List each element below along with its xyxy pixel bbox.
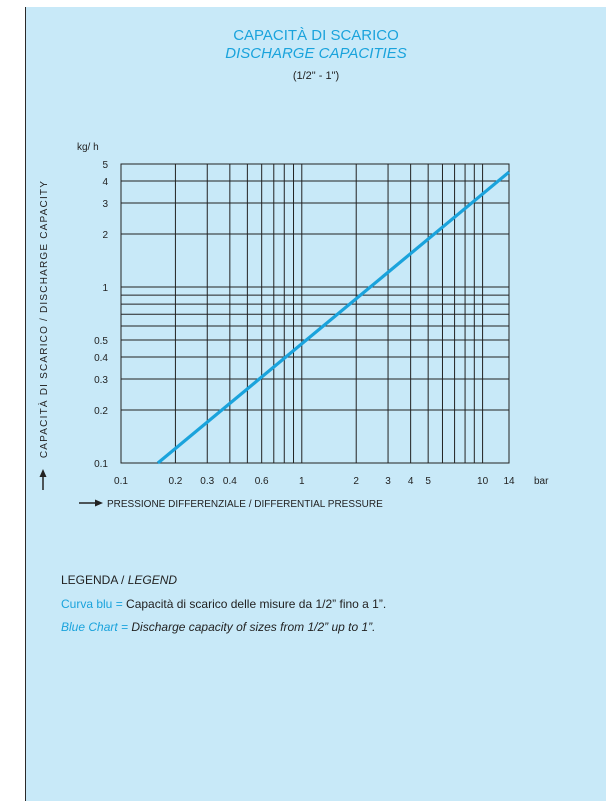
series-layer [156, 170, 511, 465]
y-tick-label: 0.4 [94, 353, 108, 364]
y-tick-label: 3 [102, 199, 108, 210]
x-tick-label: 5 [425, 476, 431, 487]
series-line-curva-blu [156, 170, 511, 465]
x-tick-label: 2 [353, 476, 359, 487]
y-tick-labels: 0.1 0.2 0.3 0.4 0.5 1 2 3 4 5 [94, 160, 108, 470]
y-tick-label: 0.1 [94, 459, 108, 470]
chart-title-it: CAPACITÀ DI SCARICO [233, 27, 399, 44]
x-tick-label: 10 [477, 476, 489, 487]
y-axis-arrow-icon [39, 469, 47, 490]
legend-row2-sep: = [117, 620, 132, 634]
y-tick-label: 0.5 [94, 336, 108, 347]
legend-row-it: Curva blu = Capacità di scarico delle mi… [61, 597, 386, 611]
chart-grid [120, 163, 510, 464]
x-tick-label: 4 [408, 476, 414, 487]
plot-frame [120, 163, 510, 464]
y-tick-label: 5 [102, 160, 108, 171]
discharge-capacity-chart: 0.1 0.2 0.3 0.4 0.6 1 2 3 4 5 10 14 0.10.20.30.40.5… [37, 142, 549, 510]
x-tick-label: 14 [503, 476, 515, 487]
x-tick-label: 0.6 [255, 476, 269, 487]
x-axis-arrow-icon [79, 499, 103, 507]
x-tick-label: 0.4 [223, 476, 237, 487]
x-tick-label: 0.3 [200, 476, 214, 487]
x-tick-labels: 0.1 0.2 0.3 0.4 0.6 1 2 3 4 5 10 14 [114, 476, 515, 487]
x-tick-label: 1 [299, 476, 305, 487]
y-tick-label: 0.3 [94, 375, 108, 386]
x-tick-label: 3 [385, 476, 391, 487]
x-axis-label: PRESSIONE DIFFERENZIALE / DIFFERENTIAL P… [107, 499, 383, 510]
legend-row1-sep: = [112, 597, 127, 611]
y-tick-label: 2 [102, 230, 108, 241]
legend-title: LEGENDA / LEGEND [61, 573, 386, 587]
legend: LEGENDA / LEGEND Curva blu = Capacità di… [61, 573, 386, 643]
x-tick-label: 0.1 [114, 476, 128, 487]
x-unit-label: bar [534, 476, 549, 487]
chart-title-en: DISCHARGE CAPACITIES [225, 45, 407, 62]
legend-row1-text: Capacità di scarico delle misure da 1/2”… [126, 597, 387, 611]
y-tick-label: 1 [102, 283, 108, 294]
legend-row2-text: Discharge capacity of sizes from 1/2” up… [131, 620, 376, 634]
y-unit-label: kg/ h [77, 142, 99, 153]
legend-row-en: Blue Chart = Discharge capacity of sizes… [61, 620, 386, 634]
y-tick-label: 4 [102, 177, 108, 188]
legend-title-en: LEGEND [127, 573, 178, 587]
chart-panel: CAPACITÀ DI SCARICO DISCHARGE CAPACITIES… [25, 7, 606, 801]
y-axis-label: CAPACITÀ DI SCARICO / DISCHARGE CAPACITY [37, 180, 50, 458]
legend-row2-label: Blue Chart [61, 620, 118, 634]
legend-title-it: LEGENDA / [61, 573, 128, 587]
size-range-label: (1/2" - 1") [292, 70, 340, 82]
y-tick-label: 0.2 [94, 406, 108, 417]
x-tick-label: 0.2 [168, 476, 182, 487]
legend-row1-label: Curva blu [61, 597, 113, 611]
